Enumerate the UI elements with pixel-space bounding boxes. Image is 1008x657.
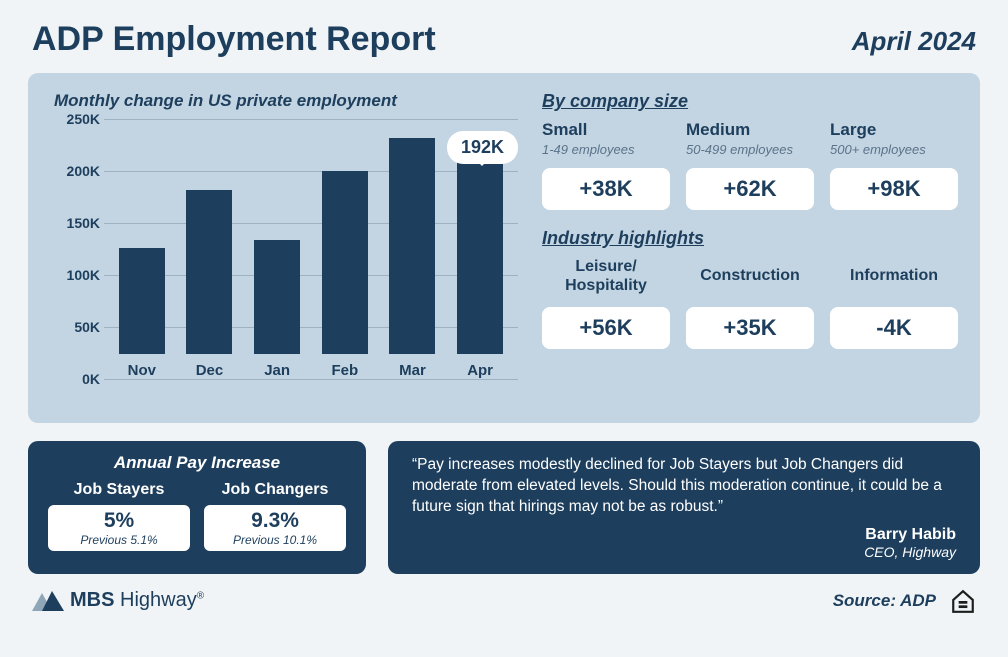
bar [322, 171, 368, 354]
pay-previous: Previous 5.1% [48, 533, 190, 547]
bar-column: Jan [246, 240, 308, 379]
pay-name: Job Stayers [48, 481, 190, 499]
company-size-heading: By company size [542, 91, 958, 112]
pay-value: 9.3% [204, 509, 346, 533]
report-date: April 2024 [852, 26, 976, 57]
bar [389, 138, 435, 354]
size-sub: 500+ employees [830, 142, 958, 158]
y-tick-label: 150K [50, 215, 100, 231]
x-tick-label: Apr [467, 362, 493, 379]
chart-title: Monthly change in US private employment [54, 91, 518, 111]
quote-author: Barry Habib [412, 526, 956, 544]
bar-column: Mar [381, 138, 443, 379]
logo-rest: Highway [114, 589, 196, 611]
pay-value: 5% [48, 509, 190, 533]
quote-role: CEO, Highway [412, 544, 956, 560]
quote-panel: “Pay increases modestly declined for Job… [388, 441, 980, 574]
company-size-row: Small 1-49 employees +38K Medium 50-499 empl… [542, 120, 958, 210]
size-name: Large [830, 120, 958, 140]
bar [186, 190, 232, 354]
bar [457, 154, 503, 354]
size-name: Medium [686, 120, 814, 140]
y-tick-label: 200K [50, 163, 100, 179]
industry-name: Information [830, 257, 958, 297]
source: Source: ADP [833, 588, 976, 614]
y-tick-label: 0K [50, 371, 100, 387]
equal-housing-icon [950, 588, 976, 614]
page-title: ADP Employment Report [32, 20, 436, 59]
gridline [104, 379, 518, 380]
size-value: +38K [542, 168, 670, 210]
bar [254, 240, 300, 354]
industry-value: +35K [686, 307, 814, 349]
x-tick-label: Dec [196, 362, 224, 379]
right-panel: By company size Small 1-49 employees +38K M… [542, 89, 958, 409]
x-tick-label: Mar [399, 362, 426, 379]
x-tick-label: Feb [331, 362, 358, 379]
x-tick-label: Nov [128, 362, 156, 379]
industry-item: Information -4K [830, 257, 958, 349]
source-label: Source: [833, 591, 900, 610]
bar-chart: 192K Nov Dec Jan Feb Mar Apr 0K 50K 100K 150K 200… [50, 119, 518, 409]
y-tick-label: 100K [50, 267, 100, 283]
pay-box: 5%Previous 5.1% [48, 505, 190, 551]
footer: MBS Highway® Source: ADP [28, 588, 980, 614]
industry-row: Leisure/ Hospitality +56K Construction +35K… [542, 257, 958, 349]
pay-column: Job Stayers 5%Previous 5.1% [48, 481, 190, 551]
quote-text: “Pay increases modestly declined for Job… [412, 455, 956, 518]
industry-value: -4K [830, 307, 958, 349]
mbs-logo: MBS Highway® [32, 589, 204, 612]
size-value: +98K [830, 168, 958, 210]
logo-icon [32, 591, 64, 611]
size-name: Small [542, 120, 670, 140]
pay-heading: Annual Pay Increase [48, 453, 346, 473]
company-size-item: Large 500+ employees +98K [830, 120, 958, 210]
pay-name: Job Changers [204, 481, 346, 499]
chart-area: Monthly change in US private employment … [50, 89, 518, 409]
bar-column: Nov [111, 248, 173, 379]
bar-column: Apr [449, 154, 511, 379]
pay-previous: Previous 10.1% [204, 533, 346, 547]
industry-heading: Industry highlights [542, 228, 958, 249]
header: ADP Employment Report April 2024 [28, 20, 980, 59]
logo-bold: MBS [70, 589, 114, 611]
industry-item: Leisure/ Hospitality +56K [542, 257, 670, 349]
industry-value: +56K [542, 307, 670, 349]
pay-panel: Annual Pay Increase Job Stayers5%Previou… [28, 441, 366, 574]
size-sub: 1-49 employees [542, 142, 670, 158]
y-tick-label: 50K [50, 319, 100, 335]
company-size-item: Small 1-49 employees +38K [542, 120, 670, 210]
source-value: ADP [900, 591, 936, 610]
x-tick-label: Jan [264, 362, 290, 379]
y-tick-label: 250K [50, 111, 100, 127]
bar-column: Dec [178, 190, 240, 379]
bar-column: Feb [314, 171, 376, 379]
pay-column: Job Changers 9.3%Previous 10.1% [204, 481, 346, 551]
chart-callout: 192K [447, 131, 518, 164]
industry-name: Construction [686, 257, 814, 297]
bottom-row: Annual Pay Increase Job Stayers5%Previou… [28, 441, 980, 574]
bar [119, 248, 165, 354]
top-panel: Monthly change in US private employment … [28, 73, 980, 423]
industry-name: Leisure/ Hospitality [542, 257, 670, 297]
industry-item: Construction +35K [686, 257, 814, 349]
size-sub: 50-499 employees [686, 142, 814, 158]
size-value: +62K [686, 168, 814, 210]
pay-box: 9.3%Previous 10.1% [204, 505, 346, 551]
company-size-item: Medium 50-499 employees +62K [686, 120, 814, 210]
